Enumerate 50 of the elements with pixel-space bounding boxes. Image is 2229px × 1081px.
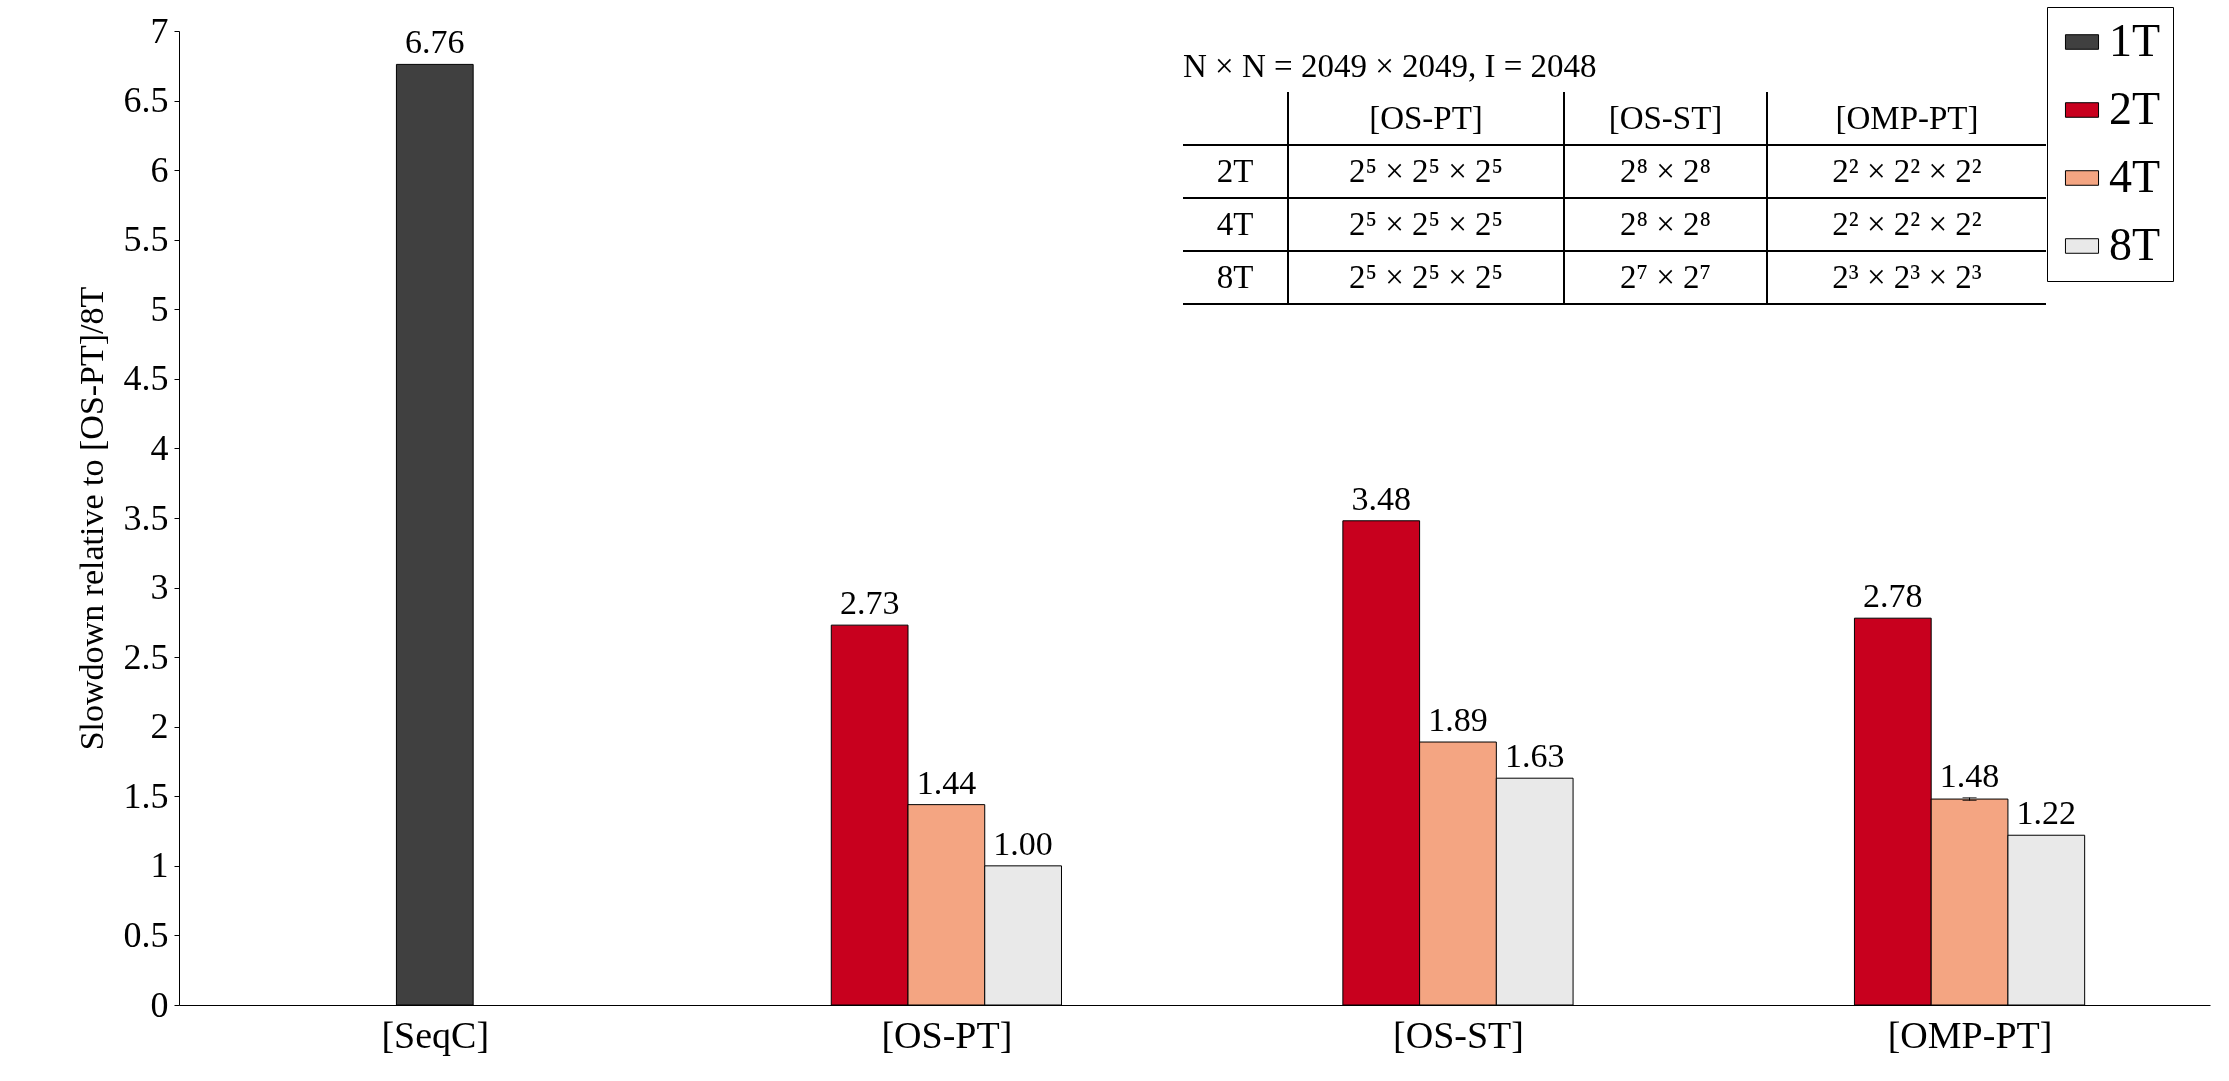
annotation: [OS-ST] [1564,92,1767,145]
annotation: 2⁵ × 2⁵ × 2⁵ [1288,198,1564,251]
data-label: 1.48 [1939,756,2000,794]
x-tick-label: [OS-ST] [1393,1013,1524,1056]
y-tick-label: 4.5 [123,358,169,399]
y-tick-label: 5 [150,288,169,329]
annotation: 2² × 2² × 2² [1767,145,2046,198]
y-tick-label: 3 [150,567,169,608]
annotation: 2⁸ × 2⁸ [1564,145,1767,198]
x-tick-label: [SeqC] [381,1013,490,1056]
annotation: 2T [1183,145,1288,198]
annotation: 4T [1183,198,1288,251]
annotation: N × N = 2049 × 2049, I = 2048 [1183,47,1598,86]
y-tick-label: 1 [150,845,169,886]
legend-label: 8T [2109,219,2161,270]
annotation: 2⁷ × 2⁷ [1564,251,1767,304]
annotation: 2⁸ × 2⁸ [1564,198,1767,251]
legend-label: 4T [2109,151,2161,202]
annotation: [OS-PT] [1288,92,1564,145]
y-tick-label: 1.5 [123,775,169,816]
data-label: 1.89 [1428,701,1488,739]
data-label: 1.22 [2016,794,2077,832]
y-tick-label: 7 [150,10,169,51]
y-tick-label: 2.5 [123,636,169,677]
annotation: 8T [1183,251,1288,304]
y-tick-label: 4 [150,427,169,468]
data-label: 3.48 [1351,479,1411,517]
annotation: 2² × 2² × 2² [1767,198,2046,251]
y-tick-label: 0 [150,984,169,1025]
y-tick-label: 5.5 [123,219,169,260]
annotation: [OMP-PT] [1767,92,2046,145]
data-label: 2.73 [839,584,900,622]
annotation: 2³ × 2³ × 2³ [1767,251,2046,304]
y-tick-label: 6.5 [123,80,169,121]
data-label: 1.63 [1504,737,1565,775]
y-tick-label: 2 [150,706,169,747]
y-tick-label: 3.5 [123,497,169,538]
x-tick-label: [OS-PT] [881,1013,1013,1056]
data-label: 1.00 [993,824,1053,862]
annotation: 2⁵ × 2⁵ × 2⁵ [1288,251,1564,304]
annotation: 2⁵ × 2⁵ × 2⁵ [1288,145,1564,198]
legend-label: 2T [2109,83,2161,134]
x-tick-label: [OMP-PT] [1887,1013,2053,1056]
data-label: 1.44 [916,763,977,801]
y-tick-label: 0.5 [123,914,169,955]
legend-label: 1T [2109,15,2161,66]
data-label: 2.78 [1863,577,1923,615]
data-label: 6.76 [405,23,465,61]
y-tick-label: 6 [150,149,169,190]
y-axis-title: Slowdown relative to [OS-PT]/8T [72,286,110,751]
